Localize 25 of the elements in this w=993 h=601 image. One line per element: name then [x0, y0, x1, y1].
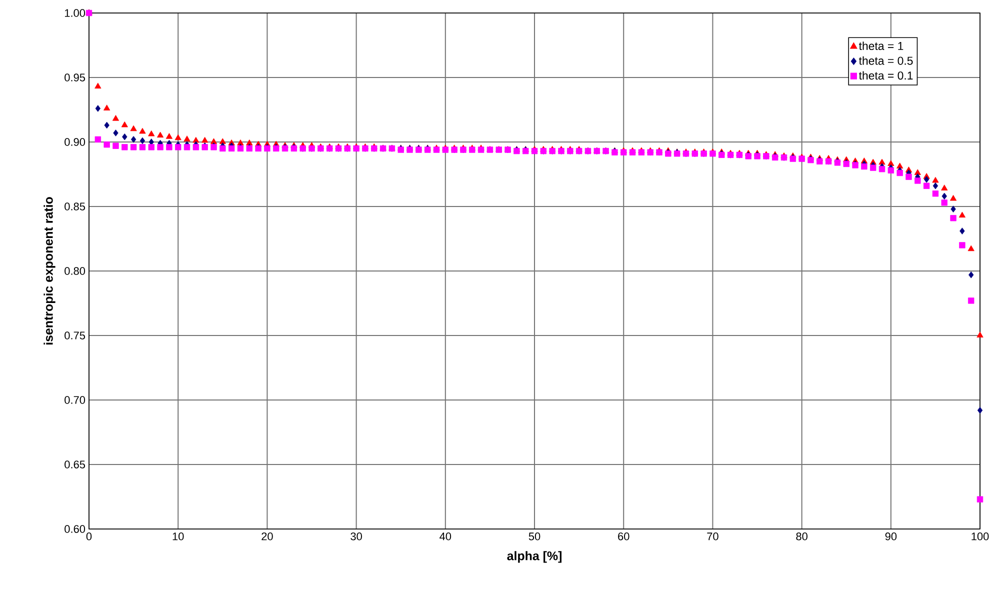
- x-tick-label: 10: [172, 532, 184, 540]
- x-tick-label: 100: [972, 532, 989, 540]
- x-tick-label: 60: [618, 532, 630, 540]
- y-tick-label: 0.85: [64, 202, 86, 210]
- legend-label: theta = 0.1: [858, 71, 913, 80]
- legend-label: theta = 0.5: [858, 56, 913, 65]
- y-tick-label: 0.60: [64, 525, 86, 533]
- x-tick-label: 20: [262, 532, 273, 540]
- y-tick-label: 0.90: [64, 138, 86, 146]
- x-tick-label: 80: [796, 532, 808, 540]
- y-tick-label: 0.65: [64, 460, 86, 468]
- x-tick-label: 0: [86, 532, 92, 540]
- x-tick-label: 70: [707, 532, 718, 540]
- x-tick-label: 30: [350, 532, 362, 540]
- x-tick-label: 40: [440, 532, 452, 540]
- y-axis-title: isentropic exponent ratio: [44, 197, 56, 345]
- y-tick-label: 0.80: [64, 267, 86, 275]
- y-tick-label: 0.95: [64, 74, 86, 82]
- y-tick-label: 1.00: [64, 9, 86, 17]
- legend-label: theta = 1: [858, 42, 904, 50]
- x-tick-label: 90: [885, 532, 897, 540]
- y-tick-label: 0.75: [64, 332, 86, 340]
- x-axis-title: alpha [%]: [507, 551, 562, 563]
- y-tick-label: 0.70: [64, 396, 86, 404]
- x-tick-label: 50: [528, 532, 540, 540]
